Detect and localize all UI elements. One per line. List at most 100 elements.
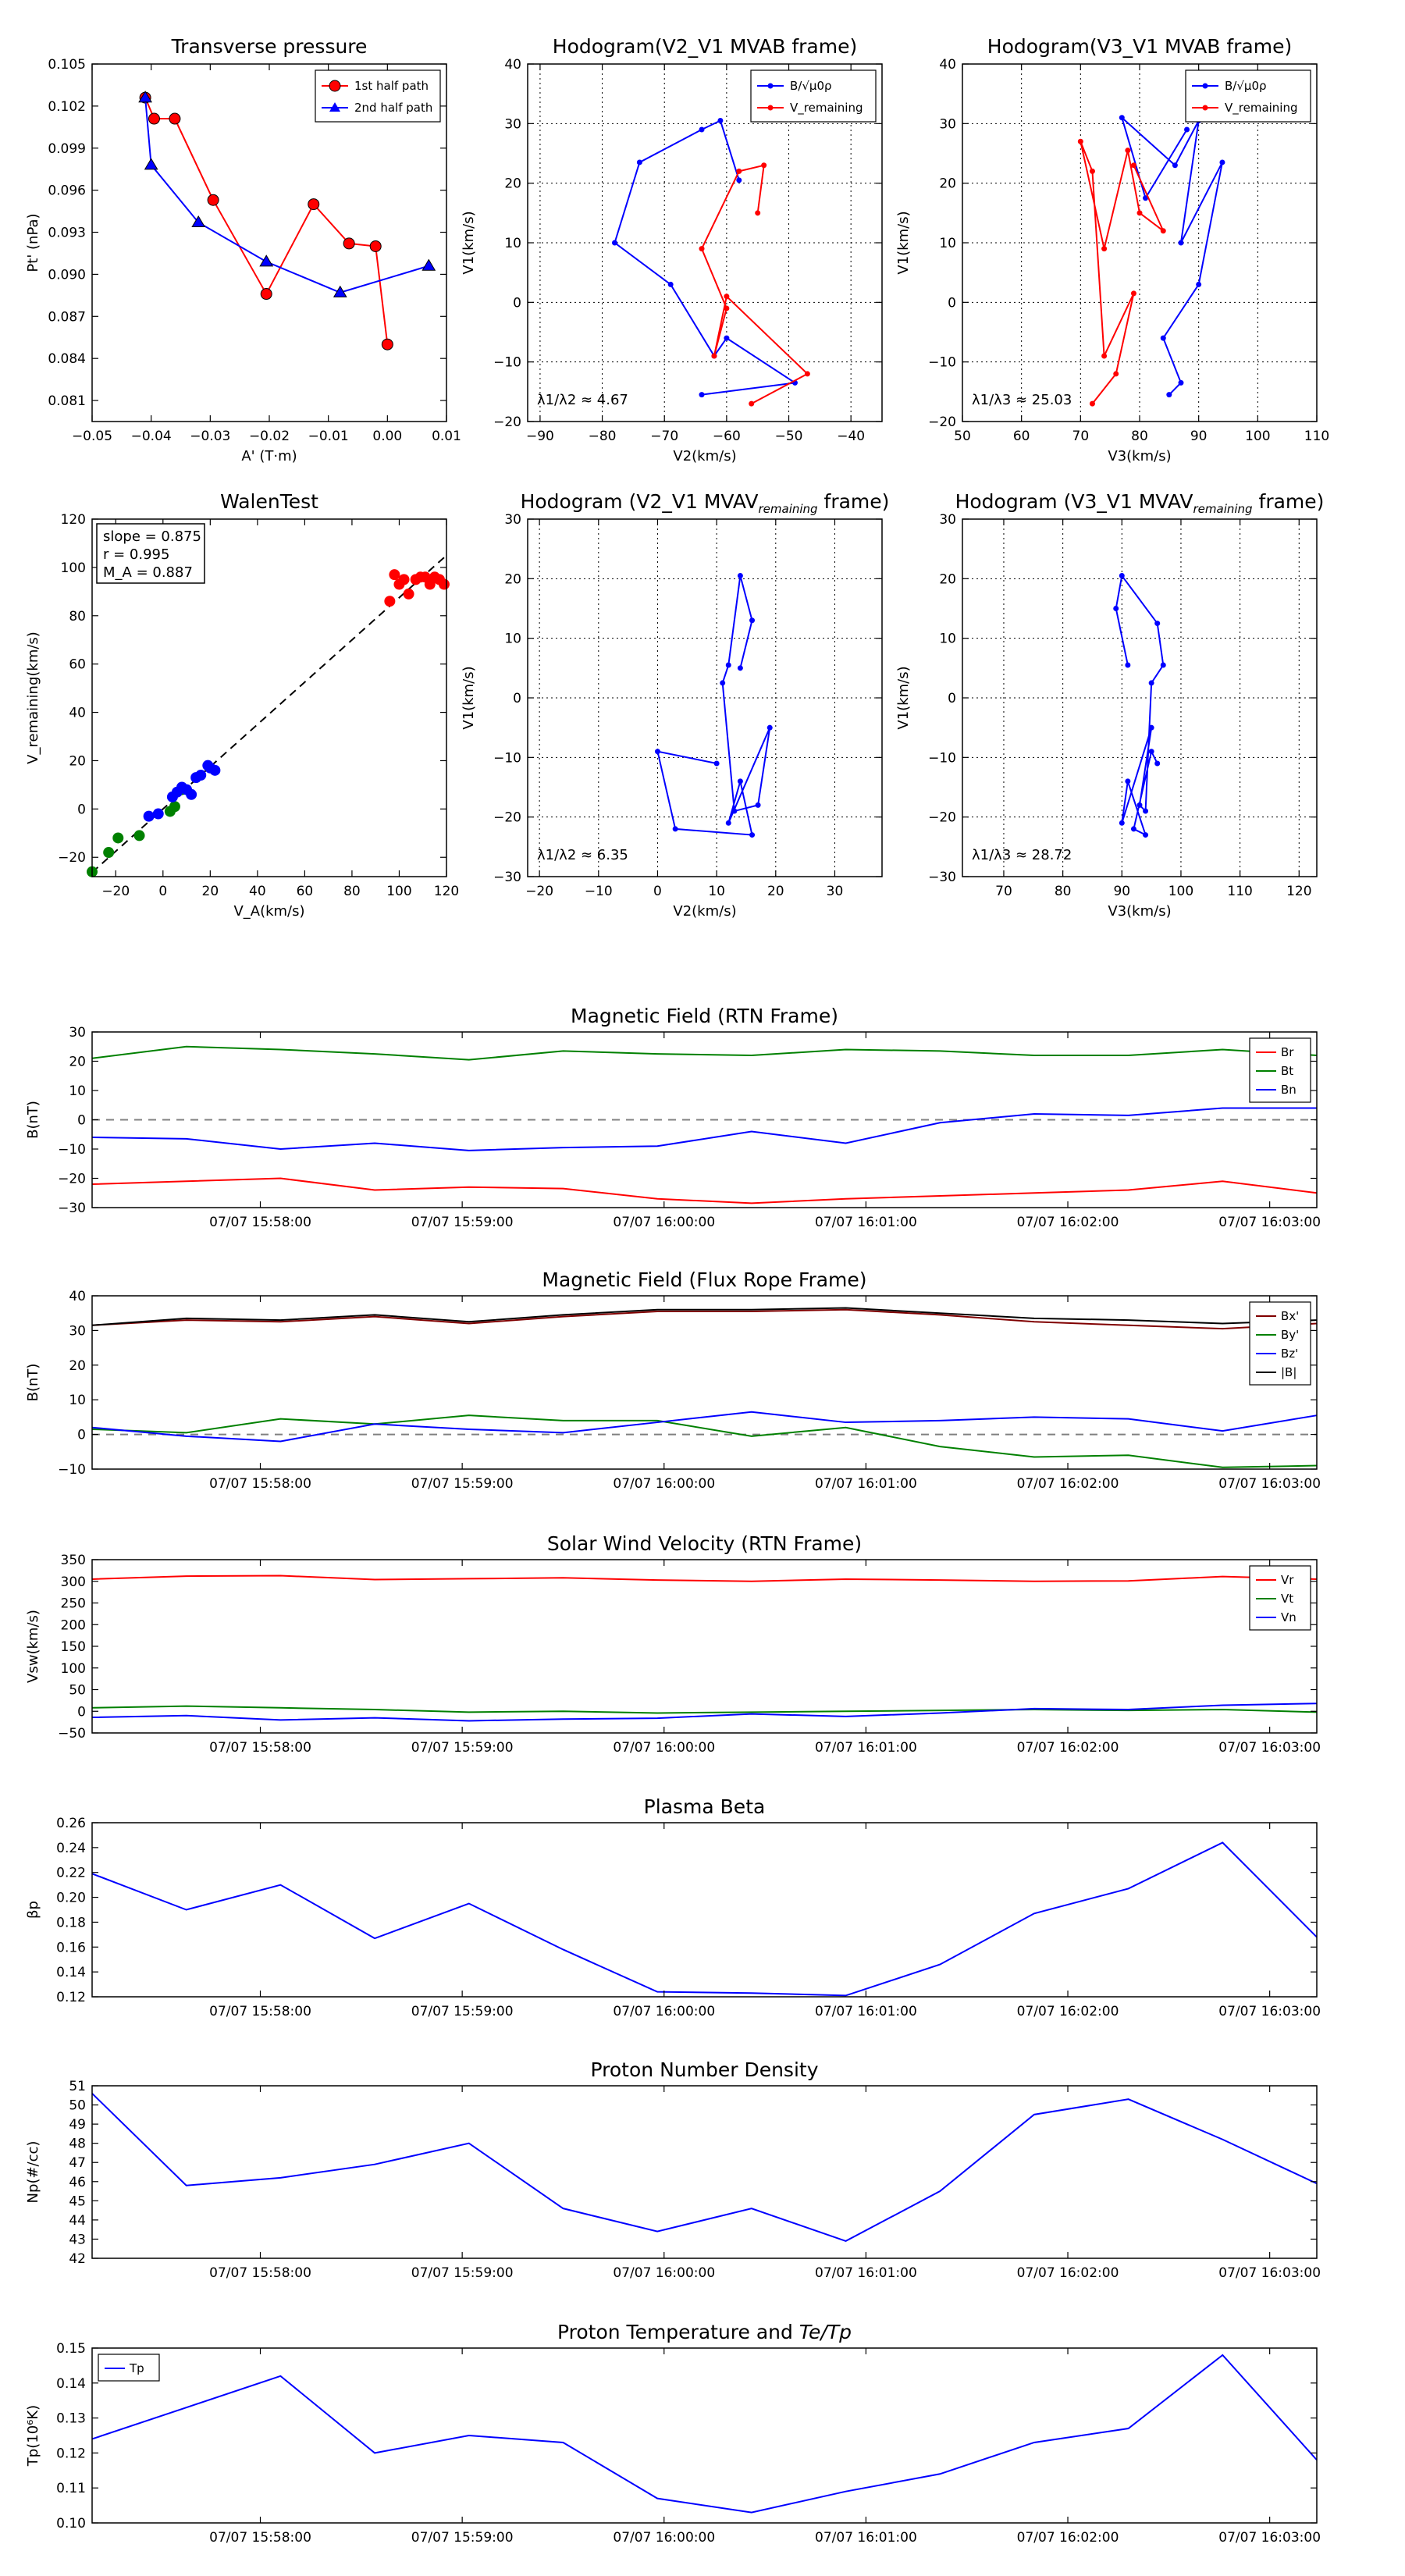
data-point	[1160, 335, 1166, 341]
data-point	[725, 820, 731, 826]
x-tick-label: 07/07 16:01:00	[815, 2004, 917, 2019]
data-point	[369, 240, 382, 252]
x-tick-label: −20	[525, 884, 553, 899]
data-point	[804, 371, 810, 377]
x-tick-label: 07/07 16:02:00	[1017, 2004, 1119, 2019]
legend-marker	[767, 83, 774, 89]
y-tick-label: 10	[939, 632, 956, 647]
x-tick-label: 07/07 16:02:00	[1017, 1476, 1119, 1492]
data-point	[1136, 210, 1143, 216]
y-tick-label: 0.105	[48, 57, 86, 73]
y-tick-label: 0.093	[48, 226, 86, 241]
x-tick-label: 100	[1168, 884, 1193, 899]
data-point	[343, 237, 355, 250]
y-tick-label: 10	[69, 1393, 86, 1408]
data-point	[724, 305, 730, 311]
series-line-By'	[91, 1414, 1318, 1468]
y-tick-label: −10	[493, 750, 521, 766]
data-point	[389, 569, 400, 581]
x-tick-label: 07/07 16:01:00	[815, 2265, 917, 2281]
y-tick-label: 10	[69, 1083, 86, 1099]
axes-frame	[962, 63, 1318, 422]
x-tick-label: 90	[1113, 884, 1130, 899]
y-tick-label: 46	[69, 2175, 86, 2190]
y-axis-label: B(nT)	[25, 1101, 41, 1139]
y-tick-label: 0	[948, 295, 956, 311]
data-point	[1101, 246, 1108, 252]
x-tick-label: 07/07 16:03:00	[1218, 2265, 1321, 2281]
x-tick-label: 07/07 15:58:00	[209, 1476, 311, 1492]
data-point	[1113, 371, 1119, 377]
panel-solar-wind-velocity: 07/07 15:58:00 07/07 15:59:00 07/07 16:00:…	[25, 1532, 1321, 1756]
legend-label: V_remaining	[790, 101, 863, 116]
y-tick-label: 0.22	[56, 1866, 86, 1881]
x-tick-label: −0.01	[308, 429, 349, 444]
x-tick-label: 0.01	[432, 429, 461, 444]
data-point	[737, 665, 743, 671]
axes-frame	[91, 2347, 1318, 2524]
axes-frame	[527, 63, 883, 422]
legend-box	[750, 69, 877, 123]
x-tick-label: 07/07 15:58:00	[209, 1740, 311, 1756]
x-tick-label: 07/07 16:02:00	[1017, 1215, 1119, 1230]
legend-label: 2nd half path	[354, 101, 432, 115]
x-tick-label: −0.03	[190, 429, 230, 444]
data-point	[1172, 162, 1178, 169]
x-tick-label: 60	[1013, 429, 1030, 444]
data-point	[1130, 826, 1136, 832]
y-tick-label: −20	[928, 415, 956, 430]
y-tick-label: 120	[61, 512, 86, 528]
data-point	[724, 335, 730, 341]
data-point	[191, 215, 206, 228]
series-line-blue	[656, 575, 771, 836]
axes-frame	[91, 2085, 1318, 2259]
y-tick-label: 0.20	[56, 1891, 86, 1906]
x-tick-label: 07/07 15:58:00	[209, 2004, 311, 2019]
data-point	[1160, 662, 1166, 668]
x-tick-label: 70	[1072, 429, 1090, 444]
data-point	[654, 749, 660, 755]
data-point	[636, 159, 642, 165]
y-tick-label: 0.11	[56, 2481, 86, 2496]
x-tick-label: −50	[775, 429, 803, 444]
legend-label: By'	[1281, 1328, 1299, 1342]
data-point	[755, 210, 761, 216]
data-point	[422, 258, 436, 271]
x-tick-label: −70	[650, 429, 678, 444]
y-tick-label: −30	[58, 1201, 86, 1216]
data-point	[1148, 749, 1154, 755]
y-tick-label: 44	[69, 2213, 86, 2229]
legend-label: B/√μ0ρ	[1225, 79, 1267, 93]
axes-frame	[91, 63, 447, 422]
data-point	[169, 112, 181, 125]
panel-title: Transverse pressure	[171, 35, 368, 58]
data-point	[381, 338, 393, 350]
data-point	[384, 596, 396, 607]
y-tick-label: 10	[504, 236, 521, 251]
legend-label: 1st half path	[354, 79, 429, 93]
y-tick-label: 0.13	[56, 2411, 86, 2427]
x-axis-label: V_A(km/s)	[233, 903, 304, 920]
data-point	[749, 617, 756, 624]
x-tick-label: 07/07 15:59:00	[411, 2004, 514, 2019]
data-point	[1143, 832, 1149, 838]
data-point	[724, 294, 730, 300]
panel-proton-temperature: 07/07 15:58:00 07/07 15:59:00 07/07 16:00:…	[25, 2321, 1321, 2546]
data-point	[1219, 159, 1225, 165]
x-tick-label: −10	[585, 884, 613, 899]
x-tick-label: 07/07 16:03:00	[1218, 1215, 1321, 1230]
x-tick-label: 80	[343, 884, 361, 899]
legend-label: Vt	[1281, 1592, 1293, 1606]
data-point	[1077, 138, 1083, 144]
y-tick-label: 40	[939, 57, 956, 73]
x-tick-label: 90	[1190, 429, 1208, 444]
y-tick-label: 0	[77, 1704, 86, 1720]
data-point	[398, 574, 410, 585]
data-point	[195, 770, 207, 781]
data-point	[749, 400, 755, 407]
x-tick-label: −20	[101, 884, 130, 899]
legend-label: Vn	[1281, 1610, 1297, 1624]
stats-line: M_A = 0.887	[103, 564, 193, 581]
panel-hodogram-v3-v1-mvab: 50 60 70 80 90 100 110 −20 −10 0 10 20 30 40 Hodogram(…	[895, 35, 1329, 464]
x-axis-label: V3(km/s)	[1108, 448, 1171, 464]
